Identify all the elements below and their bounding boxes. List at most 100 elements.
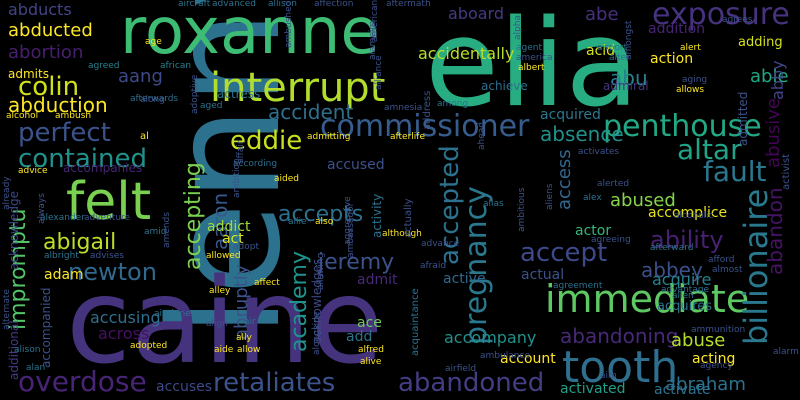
word: ammunition bbox=[691, 325, 746, 335]
word: already bbox=[2, 176, 12, 210]
word: newton bbox=[68, 258, 157, 286]
word: penthouse bbox=[603, 109, 762, 144]
word: perfect bbox=[18, 118, 111, 148]
word: although bbox=[382, 229, 422, 239]
word: commissioner bbox=[320, 109, 530, 144]
word: acquire bbox=[652, 270, 712, 289]
word: allows bbox=[676, 85, 705, 95]
word: amongst bbox=[624, 20, 634, 60]
word: immediate bbox=[545, 277, 750, 321]
word: aged bbox=[200, 101, 223, 111]
word: abandoned bbox=[398, 368, 545, 398]
word: ahead bbox=[477, 122, 487, 150]
word: american bbox=[370, 0, 380, 42]
word: colin bbox=[18, 72, 80, 102]
word: aang bbox=[118, 66, 163, 87]
word: abandon bbox=[763, 187, 787, 276]
word: alley bbox=[209, 286, 231, 296]
word: account bbox=[500, 351, 556, 367]
word: alternate bbox=[2, 289, 12, 330]
word: alive bbox=[360, 357, 382, 367]
word: african bbox=[160, 61, 192, 71]
word: aliens bbox=[545, 183, 555, 210]
word: alerted bbox=[597, 179, 630, 189]
word: accusing bbox=[90, 308, 161, 327]
word: air bbox=[244, 317, 256, 327]
word: allie bbox=[288, 217, 307, 227]
word: retaliates bbox=[213, 368, 336, 398]
word: accused bbox=[327, 157, 385, 173]
word: alpha bbox=[513, 15, 523, 40]
word: albert bbox=[518, 63, 545, 73]
word: allow bbox=[237, 345, 261, 355]
word: ability bbox=[650, 226, 724, 254]
word: fault bbox=[703, 155, 767, 188]
word: according bbox=[233, 159, 278, 169]
word: accidentally bbox=[418, 44, 515, 63]
word: afterward bbox=[650, 243, 694, 253]
word: alcoholic bbox=[674, 211, 714, 221]
word: access bbox=[554, 149, 575, 210]
word: accuses bbox=[156, 379, 213, 395]
word: admiral bbox=[603, 79, 649, 93]
word: abigail bbox=[43, 230, 117, 255]
word: actor bbox=[575, 223, 612, 239]
word: amnesia bbox=[384, 103, 423, 113]
word: pregnancy bbox=[459, 186, 494, 345]
word: activates bbox=[578, 147, 620, 157]
word: always bbox=[37, 193, 47, 224]
word: align bbox=[206, 319, 228, 329]
word: alison bbox=[14, 345, 41, 355]
word: advance bbox=[421, 239, 460, 249]
word: afterlife bbox=[390, 132, 425, 142]
word: alliance bbox=[374, 55, 384, 90]
word: action bbox=[650, 51, 694, 67]
word: airfield bbox=[445, 364, 477, 374]
word: adoptive bbox=[190, 74, 200, 114]
word: add bbox=[346, 329, 373, 345]
word: aftermath bbox=[386, 0, 431, 9]
word: address bbox=[422, 90, 433, 130]
word: acid bbox=[586, 43, 616, 59]
word: aide bbox=[214, 345, 234, 355]
word: abducted bbox=[8, 20, 93, 41]
word: amends bbox=[162, 212, 172, 248]
word: abandoning bbox=[560, 324, 679, 348]
word: ambushed bbox=[284, 0, 294, 48]
word: acquired bbox=[540, 107, 601, 123]
word: agreed bbox=[88, 61, 120, 71]
word: ambush bbox=[55, 111, 92, 121]
word: adventure bbox=[84, 213, 131, 223]
word: aboard bbox=[448, 4, 505, 23]
word: actress bbox=[217, 87, 261, 101]
word: advantage bbox=[661, 285, 710, 295]
word: alcohol bbox=[6, 111, 39, 121]
word: abe bbox=[585, 4, 619, 25]
word: act bbox=[222, 231, 244, 247]
word: abraham bbox=[665, 374, 746, 395]
word: advises bbox=[90, 251, 124, 261]
word: almost bbox=[712, 265, 743, 275]
word: academy bbox=[287, 250, 312, 352]
word: al bbox=[140, 131, 149, 142]
word: exposure bbox=[652, 0, 790, 32]
word: aim bbox=[600, 371, 617, 381]
word: across bbox=[98, 324, 150, 343]
word: agreeing bbox=[591, 235, 631, 245]
word: activist bbox=[781, 153, 792, 190]
word: airport bbox=[597, 43, 628, 53]
word: alter bbox=[609, 53, 630, 63]
word: agent bbox=[516, 43, 542, 53]
word: albright bbox=[44, 251, 79, 261]
word: afraid bbox=[420, 261, 447, 271]
word: elia bbox=[425, 0, 640, 134]
word: allowing bbox=[316, 252, 326, 290]
word: alex bbox=[583, 193, 602, 203]
word: among bbox=[437, 99, 469, 109]
word: abducts bbox=[8, 0, 72, 19]
word: accident bbox=[268, 100, 354, 124]
word: actual bbox=[521, 267, 565, 283]
word: admitted bbox=[736, 91, 750, 146]
word: ally bbox=[236, 333, 252, 343]
